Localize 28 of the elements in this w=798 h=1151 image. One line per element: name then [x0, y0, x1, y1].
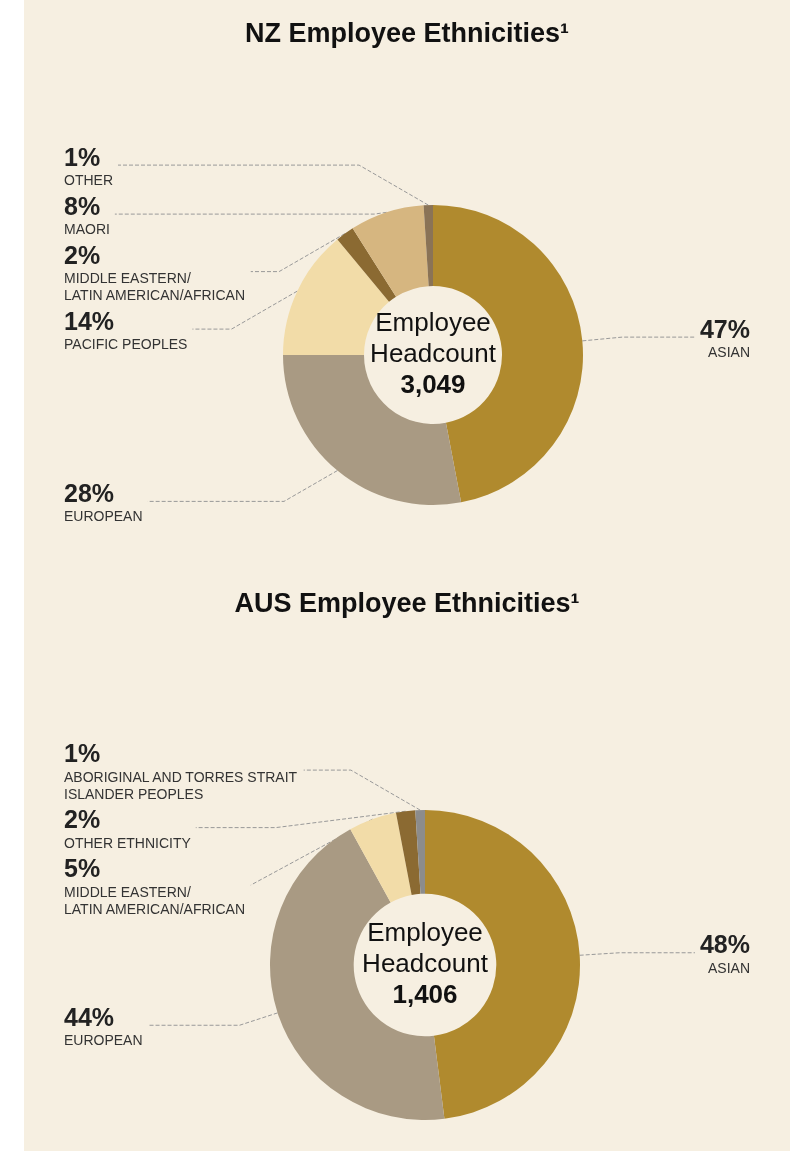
data-label: 47% — [699, 314, 750, 343]
text: 3,049 — [399, 369, 467, 400]
slice-label: MIDDLE EASTERN/ LATIN AMERICAN/AFRICAN — [64, 883, 245, 917]
data-label: 2% — [64, 805, 101, 834]
data-label: 44% — [64, 1002, 115, 1031]
data-label: 48% — [699, 930, 750, 959]
data-label: 8% — [64, 191, 101, 220]
slice-label: MAORI — [64, 221, 110, 238]
slice-label: MIDDLE EASTERN/ LATIN AMERICAN/AFRICAN — [64, 270, 245, 304]
slice-label: EUROPEAN — [64, 1032, 143, 1049]
data-label: 14% — [64, 306, 115, 335]
data-label: 2% — [64, 240, 101, 269]
slice-label: OTHER — [64, 172, 113, 189]
data-label: 28% — [64, 478, 115, 507]
text: 1,406 — [391, 979, 459, 1010]
slice-label: ABORIGINAL AND TORRES STRAIT ISLANDER PEOPLES — [64, 768, 298, 802]
slice-label: PACIFIC PEOPLES — [64, 336, 188, 353]
text: Employee Headcount — [361, 917, 489, 979]
data-label: 1% — [64, 739, 101, 768]
slice-label: EUROPEAN — [64, 508, 143, 525]
data-label: 5% — [64, 854, 101, 883]
slice-label: ASIAN — [707, 959, 750, 976]
slice-label: ASIAN — [707, 344, 750, 361]
chart-title: AUS Employee Ethnicities¹ — [234, 587, 580, 618]
data-label: 1% — [64, 142, 101, 171]
text: Employee Headcount — [369, 307, 497, 369]
slice-label: OTHER ETHNICITY — [64, 834, 192, 851]
chart-title: NZ Employee Ethnicities¹ — [244, 17, 570, 48]
